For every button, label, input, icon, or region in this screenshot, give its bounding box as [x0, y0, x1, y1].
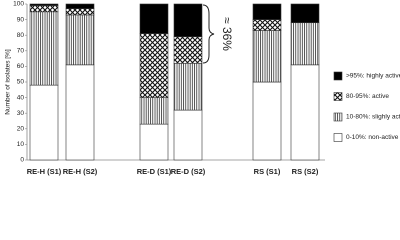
y-tick-label: 30	[17, 110, 25, 117]
brace	[202, 4, 215, 64]
bar-segment	[29, 3, 59, 6]
bar-segment	[139, 33, 169, 98]
bar-segment	[290, 3, 320, 24]
bar-segment	[139, 97, 169, 125]
legend-label: >95%: highly active	[346, 73, 400, 80]
annotation: ≈ 36%	[220, 17, 234, 51]
legend-swatch	[333, 71, 343, 81]
y-tick-label: 80	[17, 32, 25, 39]
bar-segment	[29, 84, 59, 161]
x-tick-label: RS (S2)	[292, 167, 319, 176]
bar-segment	[65, 64, 95, 161]
y-axis-label: Number of isolates [%]	[5, 49, 12, 115]
x-tick-label: RE-H (S1)	[27, 167, 62, 176]
bar-segment	[173, 109, 203, 161]
bar-segment	[29, 5, 59, 13]
bar-segment	[252, 19, 282, 31]
x-tick-label: RE-D (S1)	[137, 167, 172, 176]
legend-label: 10-80%: slighly active	[346, 114, 400, 121]
bar-segment	[290, 64, 320, 161]
bar-segment	[139, 123, 169, 161]
bar-segment	[29, 11, 59, 86]
legend-swatch	[333, 92, 343, 101]
legend-swatch	[333, 112, 343, 122]
bar-segment	[139, 3, 169, 34]
bar-segment	[290, 22, 320, 66]
y-tick-label: 0	[20, 157, 24, 164]
legend-swatch	[333, 133, 343, 142]
y-tick-label: 70	[17, 48, 25, 55]
x-tick-label: RE-D (S2)	[171, 167, 206, 176]
bar-segment	[173, 3, 203, 38]
bar-segment	[65, 8, 95, 16]
bar-segment	[252, 81, 282, 161]
y-tick-label: 20	[17, 126, 25, 133]
y-tick-label: 90	[17, 16, 25, 23]
y-tick-label: 100	[13, 1, 24, 8]
bar-segment	[173, 36, 203, 64]
bar-segment	[65, 14, 95, 66]
y-tick-label: 50	[17, 79, 25, 86]
y-tick-label: 40	[17, 94, 25, 101]
bar-segment	[65, 3, 95, 9]
bar-segment	[252, 3, 282, 20]
x-tick-label: RS (S1)	[254, 167, 281, 176]
legend-label: 0-10%: non-active	[346, 134, 399, 141]
legend-label: 80-95%: active	[346, 93, 389, 100]
bar-segment	[252, 30, 282, 83]
y-tick-label: 60	[17, 63, 25, 70]
chart: Number of isolates [%] ≈ 36% 0 10 20 30 40 50…	[5, 1, 400, 176]
y-tick-label: 10	[17, 141, 25, 148]
x-tick-label: RE-H (S2)	[63, 167, 98, 176]
bar-segment	[173, 62, 203, 111]
